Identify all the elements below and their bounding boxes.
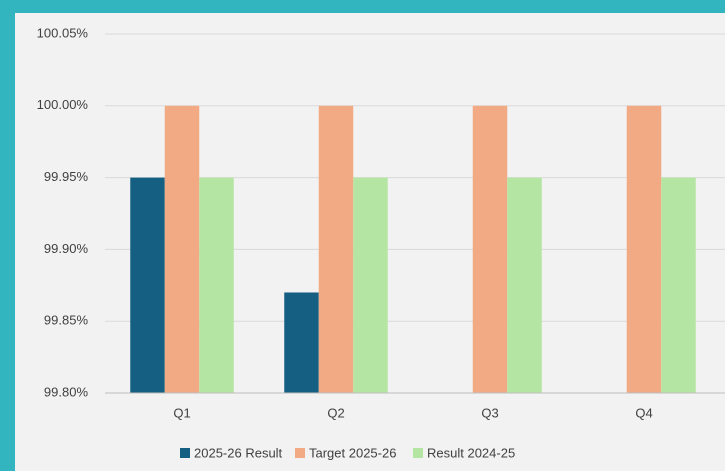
- y-tick-label: 99.85%: [44, 313, 89, 328]
- bar: [353, 177, 388, 393]
- x-tick-label: Q3: [481, 405, 498, 420]
- y-tick-label: 99.80%: [44, 384, 89, 399]
- x-tick-label: Q4: [635, 405, 652, 420]
- bar: [199, 177, 234, 393]
- bar: [661, 177, 696, 393]
- x-tick-label: Q1: [173, 405, 190, 420]
- y-tick-label: 100.05%: [37, 25, 89, 40]
- legend-label: Result 2024-25: [427, 445, 515, 460]
- legend-label: Target 2025-26: [309, 445, 396, 460]
- legend-swatch: [295, 448, 305, 458]
- bar: [284, 292, 319, 393]
- bar: [318, 105, 354, 394]
- bar: [164, 105, 200, 394]
- bar: [507, 177, 542, 393]
- bar: [472, 105, 508, 394]
- legend-swatch: [413, 448, 423, 458]
- y-tick-label: 99.95%: [44, 169, 89, 184]
- x-tick-label: Q2: [327, 405, 344, 420]
- legend-swatch: [180, 448, 190, 458]
- y-tick-label: 99.90%: [44, 241, 89, 256]
- bar: [130, 177, 165, 393]
- y-tick-label: 100.00%: [37, 97, 89, 112]
- bar: [626, 105, 662, 394]
- legend-label: 2025-26 Result: [194, 445, 283, 460]
